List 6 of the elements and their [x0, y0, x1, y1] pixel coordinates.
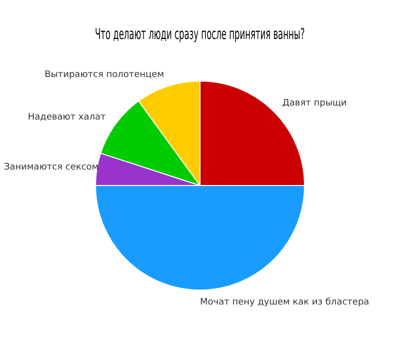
slice-label: Мочат пену душем как из бластера: [200, 297, 370, 308]
slice-label: Давят прыщи: [282, 98, 347, 108]
slice-label: Надевают халат: [28, 112, 106, 122]
slice-label: Занимаются сексом: [4, 162, 99, 173]
chart-title: Что делают люди сразу после принятия ванны?: [95, 25, 305, 43]
slice-label: Вытираются полотенцем: [44, 70, 164, 80]
